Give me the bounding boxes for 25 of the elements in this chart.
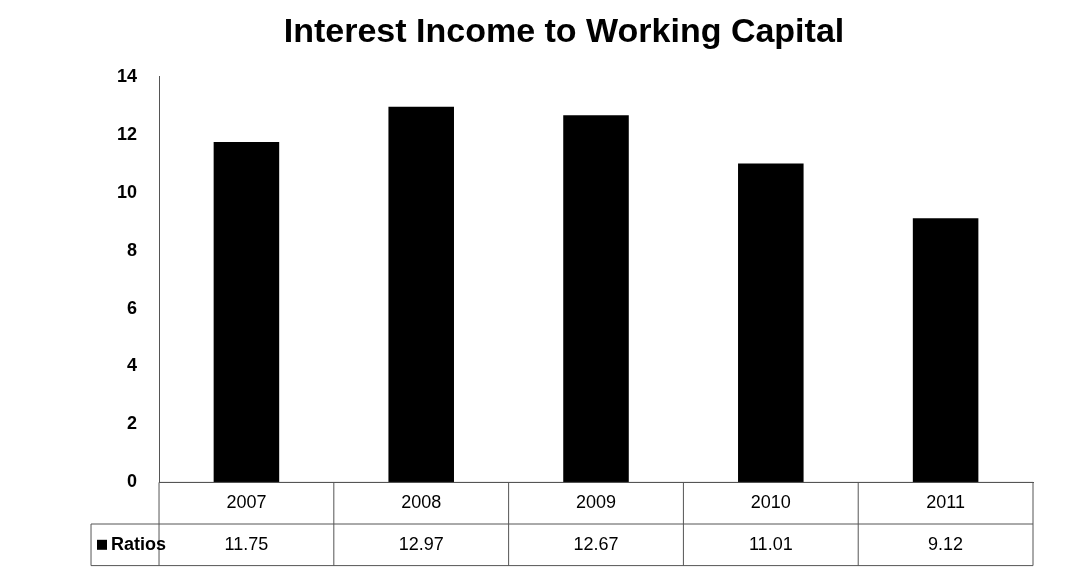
y-tick-label: 6 bbox=[127, 297, 138, 318]
x-tick-label: 2011 bbox=[926, 492, 965, 513]
y-tick-label: 2 bbox=[127, 413, 138, 434]
data-label: 11.75 bbox=[224, 533, 269, 554]
x-tick-label: 2007 bbox=[226, 492, 267, 513]
x-tick-label: 2010 bbox=[750, 492, 791, 513]
y-tick-label: 14 bbox=[116, 65, 138, 86]
bar bbox=[213, 141, 280, 483]
data-label: 11.01 bbox=[748, 533, 793, 554]
data-label: 12.97 bbox=[398, 533, 444, 554]
y-tick-label: 12 bbox=[116, 123, 138, 144]
x-tick-label: 2008 bbox=[401, 492, 442, 513]
y-tick-label: 0 bbox=[127, 471, 138, 492]
bar bbox=[388, 106, 454, 483]
bar bbox=[563, 115, 629, 483]
legend-label: Ratios bbox=[111, 533, 167, 554]
bar bbox=[912, 218, 979, 483]
y-tick-label: 10 bbox=[116, 181, 138, 202]
y-tick-label: 4 bbox=[127, 355, 138, 376]
x-tick-label: 2009 bbox=[575, 492, 617, 513]
bar bbox=[738, 163, 804, 483]
data-label: 9.12 bbox=[928, 533, 964, 554]
chart-title: Interest Income to Working Capital bbox=[283, 10, 845, 49]
data-label: 12.67 bbox=[573, 533, 619, 554]
y-tick-label: 8 bbox=[127, 239, 138, 260]
